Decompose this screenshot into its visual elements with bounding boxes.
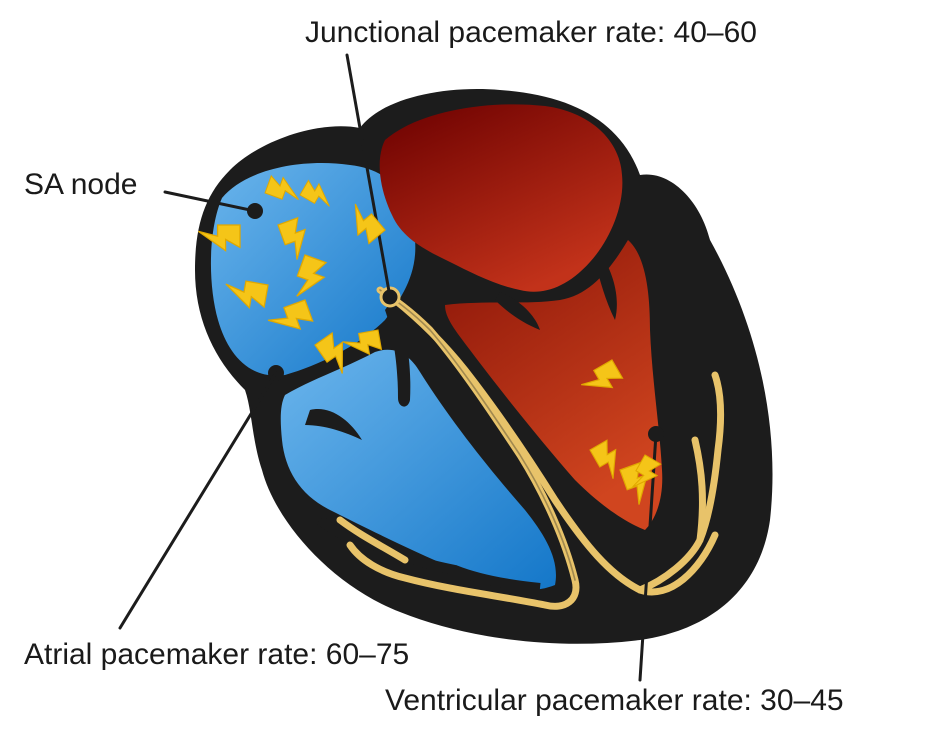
leader-line-junctional xyxy=(345,53,392,299)
right-ventricle xyxy=(280,349,556,591)
conduction-pathway xyxy=(336,286,725,610)
ventricular-pacemaker-label: Ventricular pacemaker rate: 30–45 xyxy=(385,684,844,717)
leader-line-sa xyxy=(163,190,257,213)
left-atrium xyxy=(379,104,623,292)
atrial-pacemaker-label: Atrial pacemaker rate: 60–75 xyxy=(24,638,410,671)
junctional-pacemaker-label: Junctional pacemaker rate: 40–60 xyxy=(305,16,757,49)
sa-node-label: SA node xyxy=(24,168,138,201)
leader-line-atrial xyxy=(118,371,278,630)
